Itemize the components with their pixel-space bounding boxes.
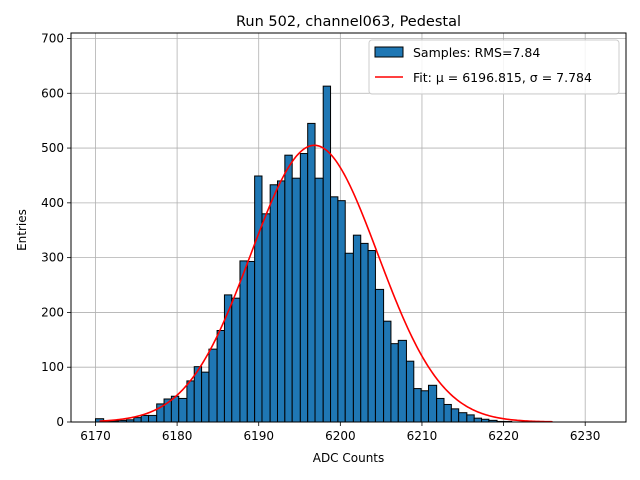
histogram-bar	[216, 330, 225, 423]
histogram-bar	[367, 250, 376, 423]
histogram-bar	[383, 320, 392, 423]
histogram-bar	[231, 297, 241, 423]
histogram-bar	[261, 213, 271, 423]
histogram-bar	[473, 417, 483, 423]
legend: Samples: RMS=7.84 Fit: μ = 6196.815, σ =…	[368, 39, 620, 95]
y-tick-label: 400	[41, 196, 64, 210]
histogram-bar	[254, 175, 263, 423]
histogram-bar	[413, 388, 422, 423]
histogram-bar	[201, 371, 210, 423]
x-tick-label: 6180	[162, 429, 193, 443]
histogram-bar	[239, 260, 248, 423]
histogram-bar	[322, 85, 332, 423]
histogram-bar	[337, 200, 346, 423]
y-tick-label: 100	[41, 360, 64, 374]
x-tick-label: 6190	[243, 429, 274, 443]
histogram-bar	[458, 412, 468, 423]
x-axis-ticks: 6170 6180 6190 6200 6210 6220 6230	[80, 422, 600, 443]
x-tick-label: 6230	[570, 429, 601, 443]
y-tick-label: 300	[41, 251, 64, 265]
histogram-bar	[208, 348, 218, 423]
histogram-bar	[390, 343, 399, 423]
x-tick-label: 6200	[325, 429, 356, 443]
histogram-bar	[466, 414, 475, 423]
histogram-bar	[344, 252, 354, 423]
x-axis-label: ADC Counts	[313, 451, 385, 465]
y-tick-label: 0	[56, 415, 64, 429]
plot-frame	[70, 32, 627, 423]
histogram-bar	[360, 242, 369, 423]
histogram-bar	[148, 414, 158, 423]
chart-title: Run 502, channel063, Pedestal	[236, 14, 461, 30]
histogram-bar	[299, 153, 309, 423]
legend-label-fit: Fit: μ = 6196.815, σ = 7.784	[413, 70, 592, 85]
y-axis-label: Entries	[15, 209, 29, 251]
histogram-bar	[291, 177, 301, 423]
x-tick-label: 6210	[407, 429, 438, 443]
histogram-bar	[246, 260, 256, 423]
histogram-bar	[397, 339, 407, 423]
histogram-bar	[223, 294, 233, 423]
histogram-bar	[443, 403, 452, 423]
histogram-bar	[284, 154, 293, 423]
x-tick-label: 6220	[488, 429, 519, 443]
histogram-bar	[330, 196, 339, 423]
histogram-bar	[307, 122, 316, 423]
gaussian-fit-line	[99, 144, 553, 423]
legend-box	[368, 39, 620, 95]
y-axis-ticks: 0 100 200 300 400 500 600 700	[41, 31, 71, 429]
histogram-bar	[436, 397, 445, 423]
histogram-bar	[186, 380, 195, 423]
x-tick-label: 6170	[80, 429, 111, 443]
y-tick-label: 500	[41, 141, 64, 155]
histogram-bar	[140, 414, 150, 423]
y-tick-label: 700	[41, 31, 64, 45]
histogram-bar	[420, 390, 429, 423]
histogram-bar	[178, 397, 188, 423]
legend-swatch-histogram	[374, 46, 404, 58]
histogram-bar	[314, 177, 324, 423]
y-tick-label: 200	[41, 305, 64, 319]
histogram-bar	[276, 180, 286, 423]
histogram-bar	[427, 384, 438, 423]
histogram-bar	[405, 360, 415, 423]
y-tick-label: 600	[41, 86, 64, 100]
histogram-bar	[352, 234, 362, 423]
legend-label-histogram: Samples: RMS=7.84	[413, 45, 540, 60]
histogram-bar	[269, 184, 278, 423]
histogram-bar	[450, 408, 460, 423]
histogram-bar	[374, 288, 385, 423]
histogram-bar	[133, 417, 142, 423]
